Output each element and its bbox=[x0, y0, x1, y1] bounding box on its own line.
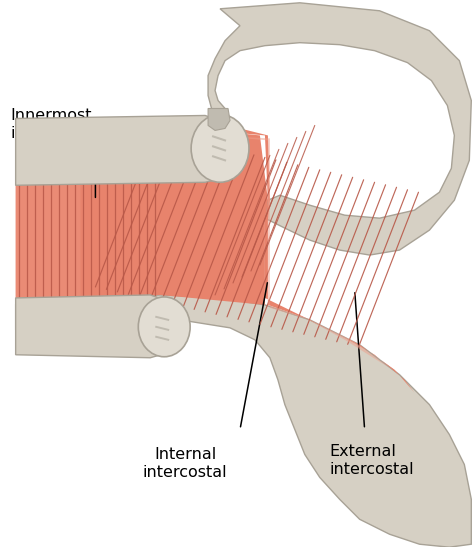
Ellipse shape bbox=[191, 115, 249, 182]
Polygon shape bbox=[16, 295, 471, 547]
Polygon shape bbox=[16, 116, 235, 185]
Polygon shape bbox=[208, 3, 471, 255]
Text: Internal
intercostal: Internal intercostal bbox=[143, 448, 228, 480]
Text: External
intercostal: External intercostal bbox=[330, 444, 414, 477]
Polygon shape bbox=[16, 295, 178, 358]
Polygon shape bbox=[210, 128, 414, 393]
Polygon shape bbox=[208, 109, 230, 130]
Polygon shape bbox=[210, 135, 390, 368]
Polygon shape bbox=[16, 138, 81, 305]
Ellipse shape bbox=[138, 297, 190, 357]
Polygon shape bbox=[16, 130, 268, 305]
Text: Innermost
intercostal: Innermost intercostal bbox=[11, 109, 95, 141]
